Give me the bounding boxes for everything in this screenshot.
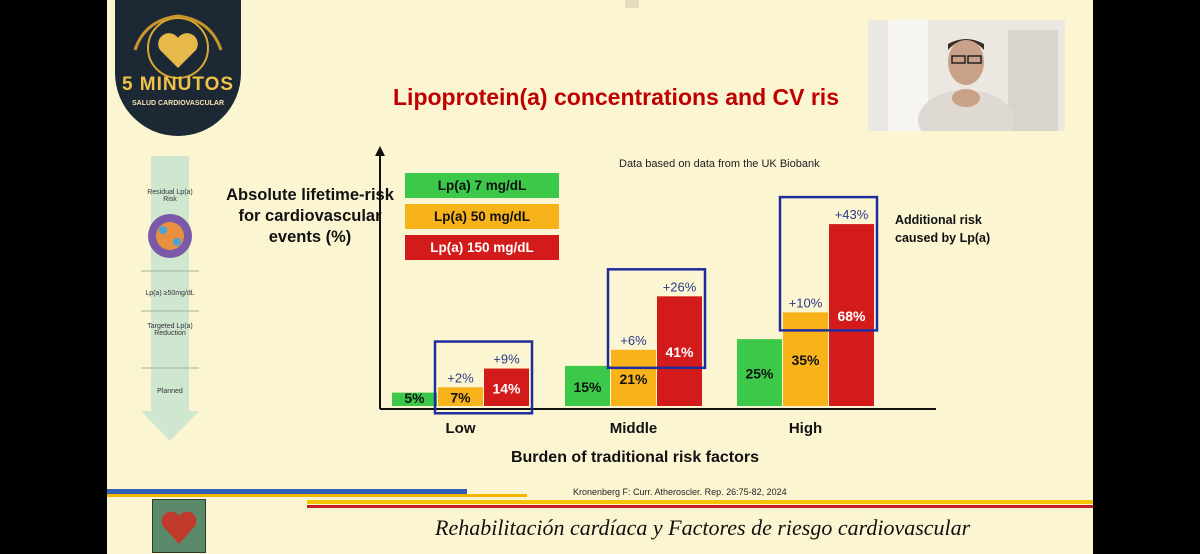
footer-title: Rehabilitación cardíaca y Factores de ri… xyxy=(435,515,971,540)
bar-middle-1 xyxy=(611,349,656,406)
bar-high-2 xyxy=(829,224,874,406)
bar-label-high-1: 35% xyxy=(791,352,820,368)
category-label-high: High xyxy=(789,420,822,437)
stage-threshold: Lp(a) ≥50mg/dL xyxy=(145,290,195,297)
bar-low-2 xyxy=(484,368,529,406)
x-axis-title: Burden of traditional risk factors xyxy=(511,449,759,466)
heart-icon xyxy=(161,511,197,544)
stage-residual-risk: Residual Lp(a) Risk xyxy=(147,189,193,203)
legend-low: Lp(a) 7 mg/dL xyxy=(405,173,559,198)
bar-chart: 5% 7% 14% +2% +9% Low 15% 21% 41% +6% +26% Middle 25… xyxy=(375,146,936,466)
legend-mid: Lp(a) 50 mg/dL xyxy=(405,204,559,229)
side-arrow: Residual Lp(a) Risk Lp(a) ≥50mg/dL Targe… xyxy=(141,156,199,441)
bar-label-low-2: 14% xyxy=(492,380,521,396)
bar-low-0 xyxy=(392,392,437,406)
increment-mid-high: +10% xyxy=(789,295,823,310)
increment-box-middle xyxy=(606,268,707,370)
y-axis-arrowhead xyxy=(375,146,385,156)
increment-box-low xyxy=(433,340,534,415)
legend-high: Lp(a) 150 mg/dL xyxy=(405,235,559,260)
additional-risk-annotation: Additional risk caused by Lp(a) xyxy=(895,213,991,245)
increment-high-middle: +26% xyxy=(663,279,697,294)
stage-planned: Planned xyxy=(157,388,183,395)
citation: Kronenberg F: Curr. Atheroscler. Rep. 26… xyxy=(573,487,787,497)
increment-high-high: +43% xyxy=(835,207,869,222)
bar-label-high-2: 68% xyxy=(837,308,866,324)
logo-title: 5 MINUTOS xyxy=(121,74,235,95)
bar-middle-2 xyxy=(657,296,702,406)
bar-label-middle-0: 15% xyxy=(573,379,602,395)
presenter-icon xyxy=(868,20,1065,131)
footer-stripe-gold xyxy=(107,494,527,497)
footer-stripe-blue xyxy=(107,489,467,494)
increment-mid-middle: +6% xyxy=(620,333,647,348)
webcam-video xyxy=(868,20,1065,131)
increment-box-high xyxy=(778,195,879,332)
side-arrow-shape xyxy=(141,156,199,441)
y-axis-label: Absolute lifetime-risk for cardiovascula… xyxy=(226,186,394,246)
bar-label-low-0: 5% xyxy=(404,390,425,406)
footer-stripe-red xyxy=(307,505,1093,508)
footer-thumbnail xyxy=(152,499,206,553)
top-handle xyxy=(625,0,639,8)
footer-stripe-yellow xyxy=(307,500,1093,504)
stage-targeted-reduction: Targeted Lp(a) Reduction xyxy=(147,323,193,337)
bar-high-0 xyxy=(737,339,782,406)
bar-label-low-1: 7% xyxy=(450,390,471,406)
category-label-middle: Middle xyxy=(610,420,658,437)
bar-label-high-0: 25% xyxy=(745,366,774,382)
category-label-low: Low xyxy=(446,420,476,437)
logo-subtitle: SALUD CARDIOVASCULAR xyxy=(131,100,225,107)
bar-middle-0 xyxy=(565,365,610,406)
slide-title: Lipoprotein(a) concentrations and CV ris xyxy=(393,84,839,110)
chart-subtitle: Data based on data from the UK Biobank xyxy=(619,158,820,170)
bar-low-1 xyxy=(438,387,483,406)
increment-high-low: +9% xyxy=(493,352,520,367)
bar-label-middle-2: 41% xyxy=(665,344,694,360)
bar-high-1 xyxy=(783,312,828,406)
bar-label-middle-1: 21% xyxy=(619,371,648,387)
logo-badge: 5 MINUTOS SALUD CARDIOVASCULAR xyxy=(115,0,241,136)
heart-brain-icon xyxy=(133,14,223,79)
increment-mid-low: +2% xyxy=(447,370,474,385)
